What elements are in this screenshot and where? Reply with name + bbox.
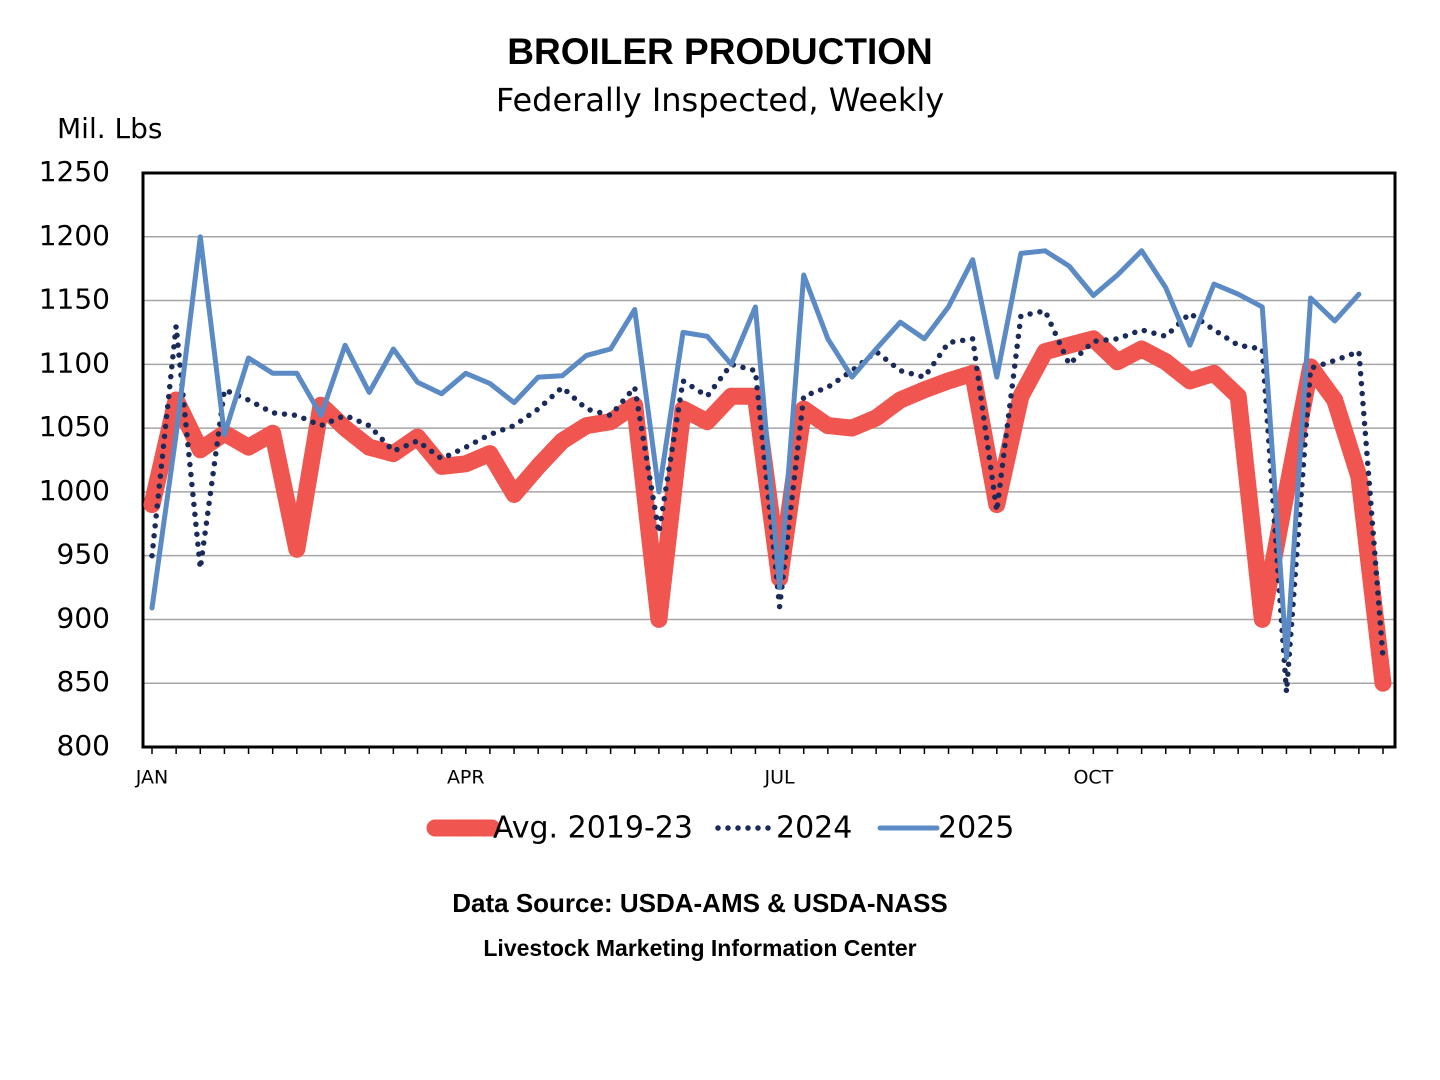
y-tick-label: 1100 [39,346,110,379]
y-tick-label: 950 [57,538,110,571]
y-tick-label: 1250 [39,155,110,188]
chart-title: BROILER PRODUCTION [507,31,933,72]
y-tick-label: 1200 [39,219,110,252]
x-tick-label: JUL [764,767,796,789]
series-line [143,330,1392,692]
y-axis-label: Mil. Lbs [57,112,162,145]
y-tick-label: 800 [57,729,110,762]
legend-label: Avg. 2019-23 [493,811,693,846]
y-tick-label: 1050 [39,410,110,443]
chart-subtitle: Federally Inspected, Weekly [496,81,944,119]
series-line [149,308,1386,695]
plot-frame [141,171,1397,749]
x-tick-label: APR [447,767,485,789]
y-tick-label: 1150 [39,283,110,316]
y-tick-label: 1000 [39,474,110,507]
y-tick-label: 900 [57,601,110,634]
x-tick-label: JAN [135,767,168,789]
x-tick-label: OCT [1073,767,1113,789]
y-tick-label: 850 [57,665,110,698]
legend-label: 2025 [938,811,1014,846]
credit: Livestock Marketing Information Center [483,935,916,961]
series-line [149,234,1362,661]
legend-label: 2024 [776,811,852,846]
source: Data Source: USDA-AMS & USDA-NASS [452,888,948,918]
